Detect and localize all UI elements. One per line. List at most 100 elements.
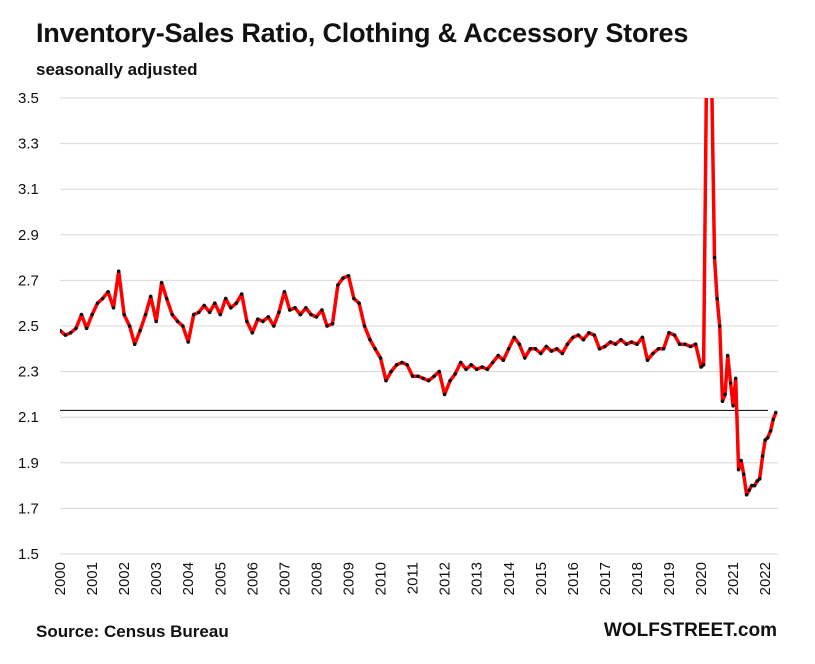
data-point <box>701 363 706 367</box>
data-point <box>106 290 110 294</box>
y-axis-ticks: 1.5 1.7 1.9 2.1 2.3 2.5 2.7 2.9 3.1 3.3 3.5 <box>18 90 39 563</box>
data-point <box>368 337 372 342</box>
y-tick-label: 2.5 <box>18 318 39 335</box>
data-point <box>164 296 169 301</box>
data-point <box>629 340 634 344</box>
data-point <box>400 360 404 365</box>
data-point <box>357 301 361 306</box>
data-point <box>517 342 522 347</box>
x-tick-label: 2013 <box>469 562 486 595</box>
data-point <box>571 335 575 340</box>
data-point <box>111 306 116 310</box>
x-axis-ticks: 2000 2001 2002 2003 2004 2005 2006 2007 2008 2009… <box>52 562 774 595</box>
data-point <box>613 342 618 347</box>
data-point <box>250 331 255 335</box>
data-point <box>523 356 527 360</box>
x-tick-label: 2016 <box>565 562 582 595</box>
data-point <box>480 365 484 369</box>
gridlines <box>60 97 778 555</box>
data-point <box>763 438 767 442</box>
data-point <box>656 347 661 351</box>
data-point <box>715 296 719 301</box>
data-point <box>744 492 749 497</box>
data-point <box>699 365 703 369</box>
data-point <box>688 344 693 349</box>
data-point <box>341 276 345 280</box>
chart-title: Inventory-Sales Ratio, Clothing & Access… <box>36 18 689 48</box>
data-point <box>154 319 158 324</box>
y-tick-label: 2.3 <box>18 364 39 381</box>
x-tick-label: 2010 <box>373 562 390 595</box>
data-point <box>352 296 356 301</box>
data-point <box>293 306 297 310</box>
data-point <box>60 328 62 333</box>
data-point <box>277 310 281 315</box>
data-point <box>587 331 591 335</box>
data-point <box>771 417 775 422</box>
data-point <box>506 347 511 351</box>
data-point <box>304 306 308 310</box>
x-tick-label: 2018 <box>629 562 646 595</box>
data-point <box>565 342 570 347</box>
data-point <box>603 344 607 349</box>
data-point <box>95 301 100 306</box>
data-point <box>464 367 468 372</box>
data-point <box>757 477 762 481</box>
x-tick-label: 2015 <box>533 562 550 595</box>
data-point <box>712 255 717 260</box>
data-point <box>496 353 501 358</box>
data-point <box>175 319 180 324</box>
data-point <box>298 312 303 317</box>
data-point <box>170 312 174 317</box>
x-tick-label: 2020 <box>693 562 710 595</box>
data-point <box>528 347 532 351</box>
y-tick-label: 1.7 <box>18 500 39 517</box>
x-tick-label: 2005 <box>212 562 229 595</box>
series-line <box>60 98 778 497</box>
x-tick-label: 2021 <box>725 562 742 595</box>
data-point <box>619 337 623 342</box>
x-tick-label: 2008 <box>308 562 325 595</box>
data-point <box>747 488 751 493</box>
data-point <box>245 319 249 324</box>
data-point <box>453 372 458 376</box>
data-point <box>592 333 597 337</box>
data-point <box>448 378 452 383</box>
data-point <box>325 324 329 328</box>
data-point <box>84 326 89 331</box>
data-point <box>683 342 687 347</box>
data-point <box>458 360 463 365</box>
x-tick-label: 2014 <box>501 562 518 595</box>
data-point <box>624 342 629 347</box>
x-tick-label: 2006 <box>244 562 261 595</box>
data-point <box>218 312 223 317</box>
brand-logo-text: WOLFSTREET.com <box>603 620 777 641</box>
data-point <box>728 381 733 385</box>
data-point <box>314 315 319 319</box>
data-point <box>485 367 490 372</box>
data-point <box>720 399 725 404</box>
data-point <box>116 269 121 274</box>
data-point <box>442 392 447 397</box>
data-point <box>437 369 442 374</box>
data-point <box>100 296 105 301</box>
data-point <box>755 479 759 483</box>
data-point <box>282 290 287 294</box>
data-point <box>765 435 770 440</box>
data-point <box>261 319 265 324</box>
y-tick-label: 2.7 <box>18 272 39 289</box>
data-point <box>739 458 743 463</box>
data-point <box>555 347 559 351</box>
data-point <box>266 315 271 319</box>
data-point <box>539 351 543 356</box>
data-point <box>346 274 351 278</box>
data-point <box>640 335 645 340</box>
x-tick-label: 2004 <box>180 562 197 595</box>
data-point <box>651 351 655 356</box>
data-point <box>560 351 565 356</box>
data-point <box>202 303 206 308</box>
data-point <box>672 333 677 337</box>
data-point <box>421 376 426 381</box>
data-point <box>645 358 650 363</box>
data-point <box>752 483 757 488</box>
